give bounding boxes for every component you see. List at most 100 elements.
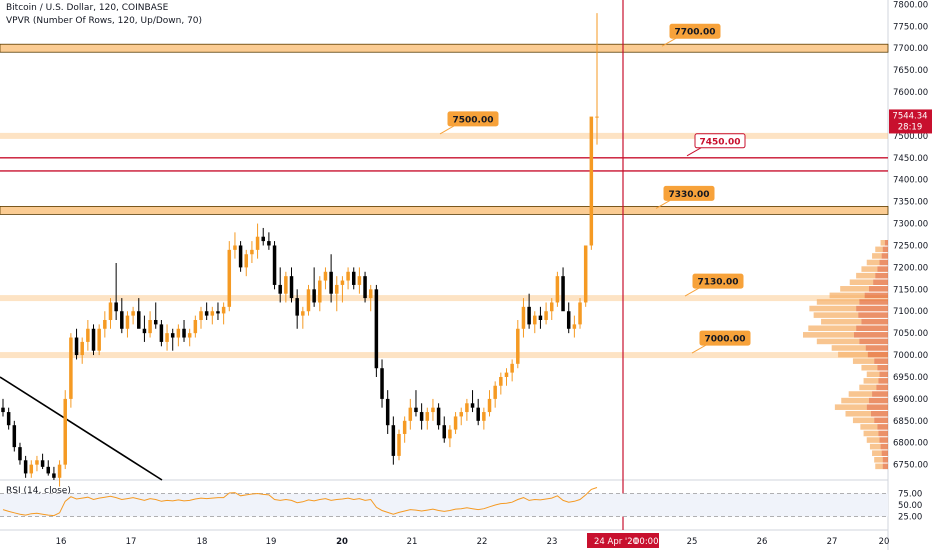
candle-body[interactable] xyxy=(278,284,282,294)
candle-body[interactable] xyxy=(35,460,39,465)
candle-body[interactable] xyxy=(538,315,543,320)
candle-body[interactable] xyxy=(137,311,141,329)
candle-body[interactable] xyxy=(52,473,56,478)
candle-body[interactable] xyxy=(465,403,469,413)
candle-body[interactable] xyxy=(385,398,390,426)
candle-body[interactable] xyxy=(6,412,11,426)
candle-body[interactable] xyxy=(46,466,51,474)
candle-body[interactable] xyxy=(459,412,463,417)
candle-body[interactable] xyxy=(125,315,130,329)
candle-body[interactable] xyxy=(261,236,265,242)
candle-body[interactable] xyxy=(120,311,124,329)
candle-body[interactable] xyxy=(210,311,215,316)
candle-body[interactable] xyxy=(329,271,333,294)
candle-body[interactable] xyxy=(23,460,28,474)
candle-body[interactable] xyxy=(244,254,249,268)
candle-body[interactable] xyxy=(572,324,577,329)
level-label-box[interactable] xyxy=(692,273,744,289)
candle-body[interactable] xyxy=(436,407,441,426)
candle-body[interactable] xyxy=(91,328,96,351)
candle-body[interactable] xyxy=(357,276,362,285)
candle-body[interactable] xyxy=(312,289,316,303)
candle-body[interactable] xyxy=(108,302,113,320)
candle-body[interactable] xyxy=(63,398,67,465)
candle-body[interactable] xyxy=(566,311,571,329)
candle-body[interactable] xyxy=(233,245,237,250)
candle-body[interactable] xyxy=(499,376,503,386)
candle-body[interactable] xyxy=(318,280,322,303)
candle-body[interactable] xyxy=(29,464,34,474)
candle-body[interactable] xyxy=(555,276,560,303)
indicator-legend[interactable]: VPVR (Number Of Rows, 120, Up/Down, 70) xyxy=(6,16,203,26)
candle-body[interactable] xyxy=(549,302,554,312)
candle-body[interactable] xyxy=(74,337,79,356)
candle-body[interactable] xyxy=(148,320,152,334)
candle-body[interactable] xyxy=(425,412,430,421)
candle-body[interactable] xyxy=(414,407,418,413)
candle-body[interactable] xyxy=(103,320,107,329)
candle-body[interactable] xyxy=(142,328,147,334)
candle-body[interactable] xyxy=(380,368,384,399)
level-label-box[interactable] xyxy=(669,23,721,39)
candle-body[interactable] xyxy=(583,245,588,303)
date-cursor-tag[interactable] xyxy=(587,533,659,548)
candle-body[interactable] xyxy=(69,337,73,399)
candle-body[interactable] xyxy=(561,276,565,312)
candle-body[interactable] xyxy=(250,249,254,255)
candle-body[interactable] xyxy=(165,333,169,342)
level-band[interactable] xyxy=(0,206,889,215)
level-band-soft[interactable] xyxy=(0,352,888,359)
level-label-box[interactable] xyxy=(447,111,499,127)
candle-body[interactable] xyxy=(544,311,548,320)
candle-body[interactable] xyxy=(301,311,305,316)
candle-body[interactable] xyxy=(80,341,84,356)
candle-body[interactable] xyxy=(284,276,288,294)
candle-body[interactable] xyxy=(193,320,198,334)
candle-body[interactable] xyxy=(40,460,45,467)
candle-body[interactable] xyxy=(12,425,17,448)
candle-body[interactable] xyxy=(170,333,175,338)
candle-body[interactable] xyxy=(516,328,520,364)
candle-body[interactable] xyxy=(335,284,339,294)
candle-body[interactable] xyxy=(97,328,101,351)
candle-body[interactable] xyxy=(482,412,486,421)
level-label-box[interactable] xyxy=(699,330,751,346)
candle-body[interactable] xyxy=(397,433,401,456)
candle-body[interactable] xyxy=(476,407,480,421)
candle-body[interactable] xyxy=(504,372,509,377)
candle-body[interactable] xyxy=(521,306,526,329)
candle-body[interactable] xyxy=(346,271,350,281)
level-label-box[interactable] xyxy=(694,133,746,149)
level-band-soft[interactable] xyxy=(0,295,888,302)
candle-body[interactable] xyxy=(216,311,220,314)
candle-body[interactable] xyxy=(374,289,379,369)
candle-body[interactable] xyxy=(199,311,203,320)
candle-body[interactable] xyxy=(182,328,186,338)
candle-body[interactable] xyxy=(176,328,181,338)
candle-body[interactable] xyxy=(442,425,447,439)
candle-body[interactable] xyxy=(493,385,497,399)
candle-body[interactable] xyxy=(114,302,118,312)
candle-body[interactable] xyxy=(595,116,599,118)
candle-body[interactable] xyxy=(453,416,458,430)
candle-body[interactable] xyxy=(510,363,514,373)
candle-body[interactable] xyxy=(153,320,158,325)
level-band-soft[interactable] xyxy=(0,132,888,139)
candle-body[interactable] xyxy=(323,271,328,281)
candle-body[interactable] xyxy=(1,407,5,413)
candle-body[interactable] xyxy=(402,420,407,434)
rsi-line[interactable] xyxy=(2,487,598,517)
candle-body[interactable] xyxy=(272,245,277,285)
candle-body[interactable] xyxy=(255,236,260,250)
candle-body[interactable] xyxy=(527,306,531,325)
candle-body[interactable] xyxy=(306,289,311,312)
symbol-legend[interactable]: Bitcoin / U.S. Dollar, 120, COINBASE xyxy=(6,3,169,13)
candle-body[interactable] xyxy=(57,464,62,478)
candle-body[interactable] xyxy=(86,328,90,342)
candle-body[interactable] xyxy=(159,324,164,342)
candle-body[interactable] xyxy=(487,398,492,413)
candle-body[interactable] xyxy=(533,315,537,325)
candle-body[interactable] xyxy=(131,311,135,316)
rsi-legend[interactable]: RSI (14, close) xyxy=(6,486,71,496)
candle-body[interactable] xyxy=(227,249,232,307)
